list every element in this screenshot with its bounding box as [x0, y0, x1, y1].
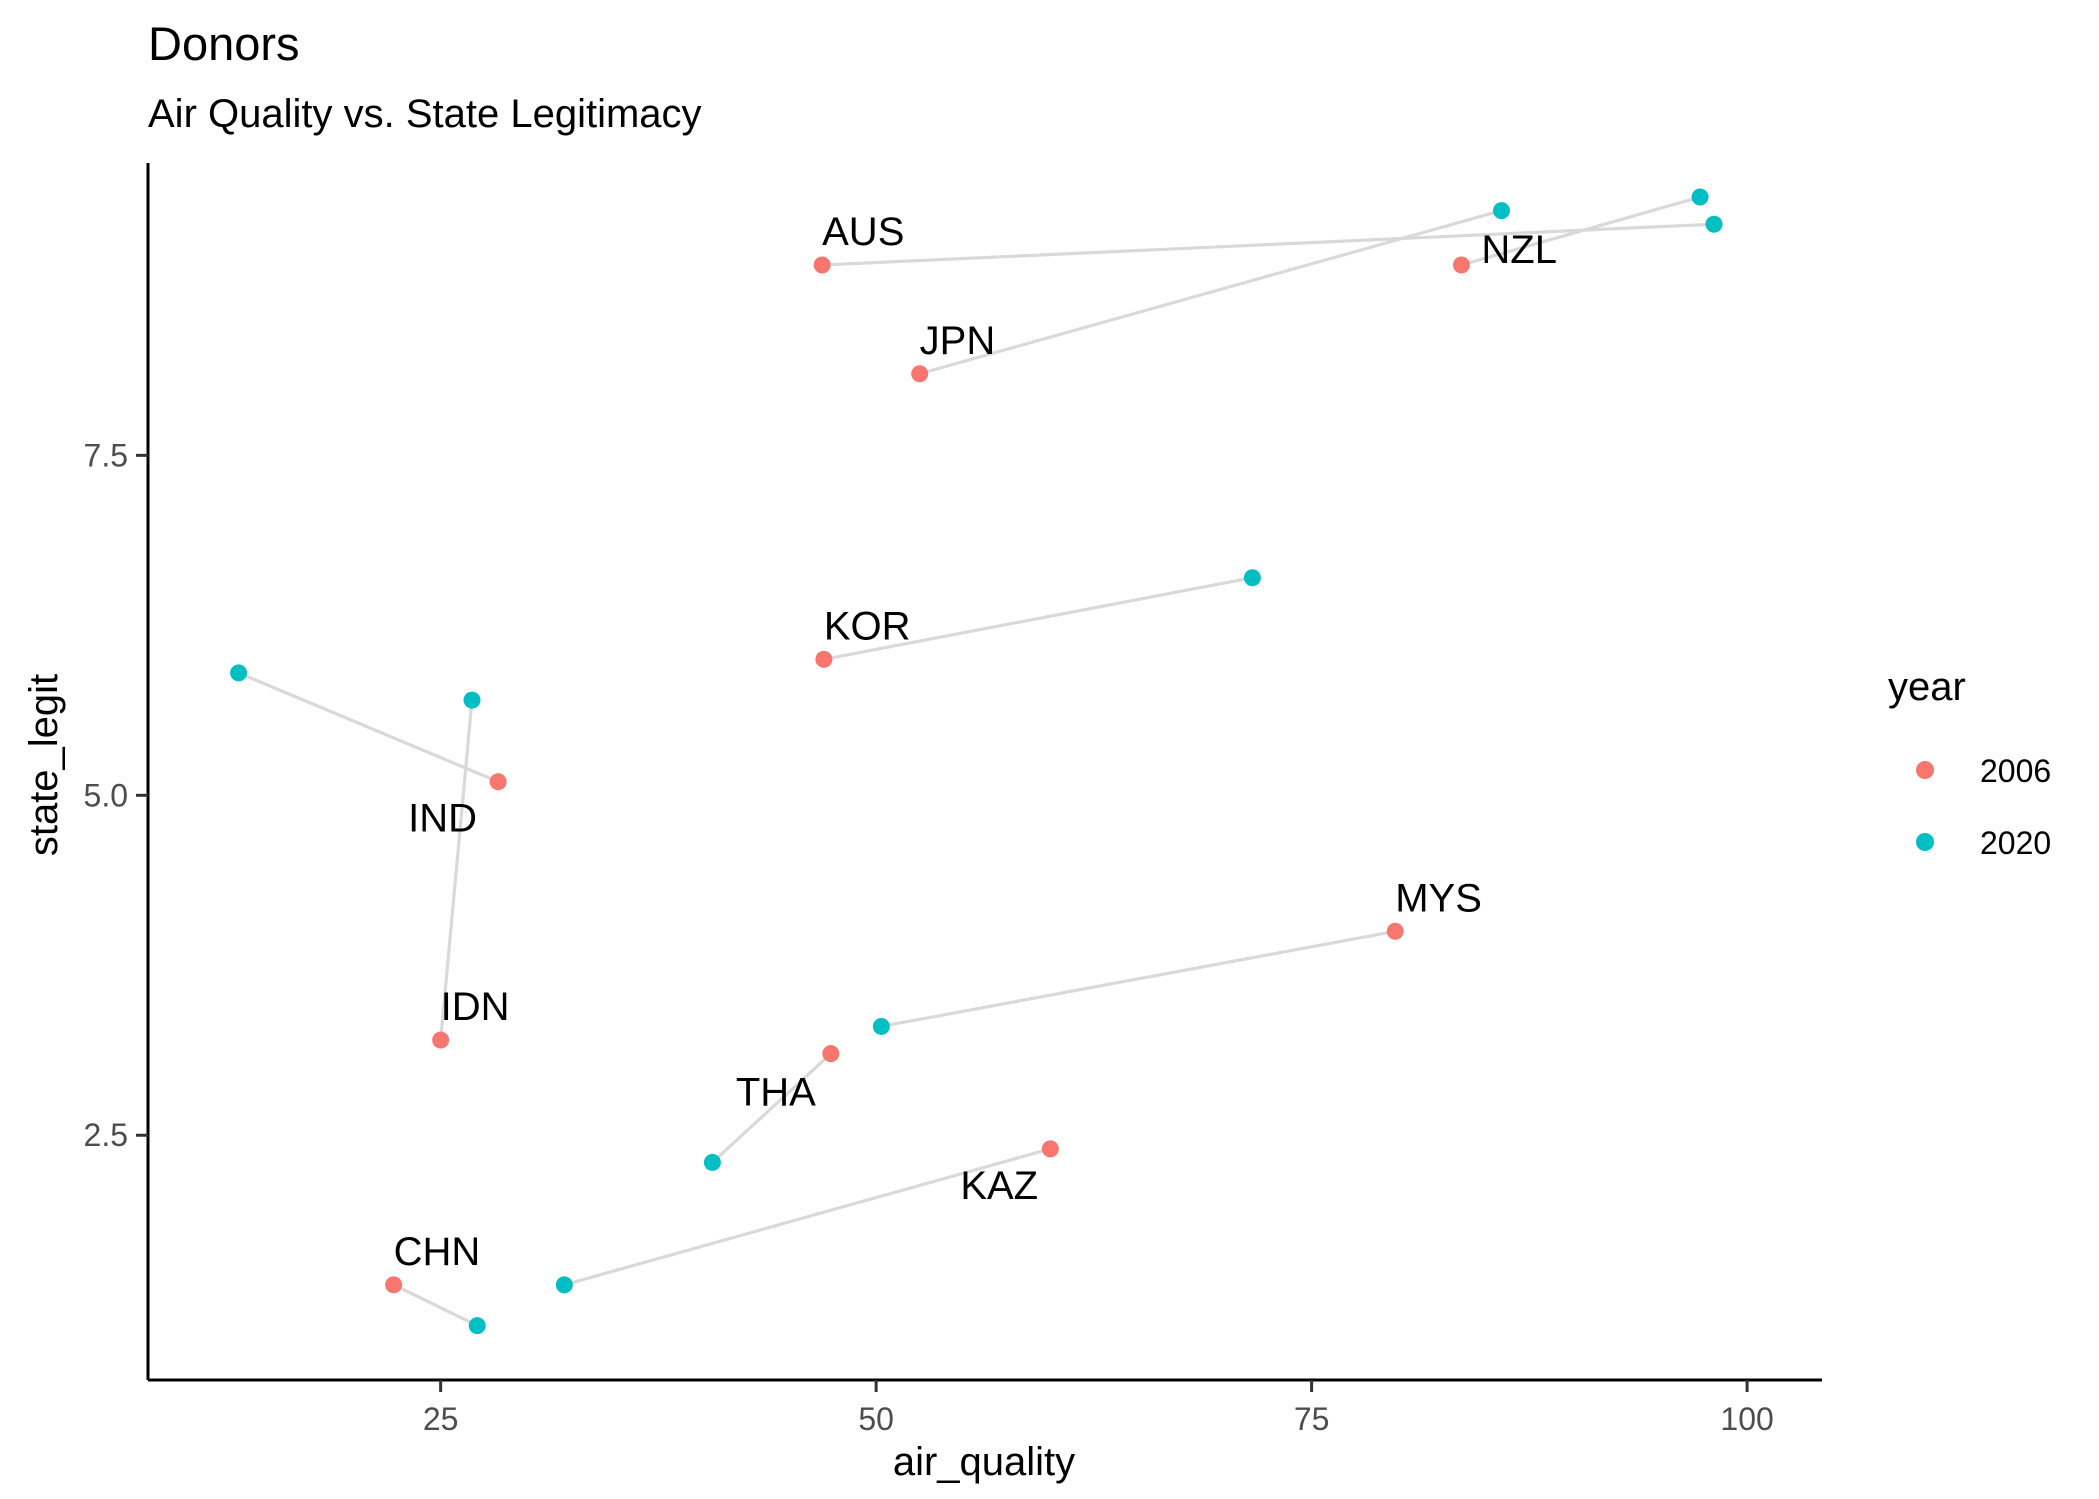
- connector-nzl: [1460, 195, 1701, 267]
- point-ind-2006: [489, 773, 507, 791]
- connector-aus: [822, 222, 1715, 267]
- label-ind: IND: [408, 797, 477, 841]
- connector-chn: [392, 1283, 478, 1328]
- legend-key-2006: [1916, 761, 1934, 779]
- x-tick-label: 100: [1720, 1401, 1773, 1437]
- point-jpn-2006: [911, 365, 929, 383]
- connector-lines: [237, 195, 1715, 1328]
- x-axis-ticks: 25 50 75 100: [423, 1380, 1774, 1437]
- connector-kaz: [563, 1147, 1051, 1287]
- legend: year 2006 2020: [1888, 665, 2051, 861]
- label-nzl: NZL: [1481, 228, 1557, 272]
- connector-kor: [823, 576, 1253, 661]
- point-nzl-2006: [1452, 256, 1470, 274]
- point-kor-2006: [815, 650, 833, 668]
- chart-subtitle: Air Quality vs. State Legitimacy: [148, 92, 702, 136]
- legend-key-2020: [1916, 833, 1934, 851]
- y-tick-label: 7.5: [84, 437, 128, 473]
- connector-idn: [439, 699, 474, 1041]
- point-idn-2020: [463, 691, 481, 709]
- label-tha: THA: [736, 1071, 816, 1115]
- x-tick-label: 75: [1294, 1401, 1330, 1437]
- data-points: [230, 188, 1723, 1335]
- connector-jpn: [919, 209, 1502, 376]
- legend-label-2020: 2020: [1980, 825, 2051, 861]
- y-tick-label: 2.5: [84, 1117, 128, 1153]
- point-kaz-2006: [1041, 1140, 1059, 1158]
- x-tick-label: 25: [423, 1401, 459, 1437]
- country-labels: AUS NZL JPN KOR IND IDN MYS THA KAZ CHN: [394, 210, 1557, 1274]
- legend-label-2006: 2006: [1980, 753, 2051, 789]
- label-aus: AUS: [822, 210, 904, 254]
- x-tick-label: 50: [858, 1401, 894, 1437]
- point-ind-2020: [230, 664, 248, 682]
- point-aus-2006: [813, 256, 831, 274]
- y-tick-label: 5.0: [84, 777, 128, 813]
- label-idn: IDN: [441, 985, 510, 1029]
- connector-tha: [711, 1052, 832, 1164]
- connector-mys: [881, 929, 1396, 1029]
- label-mys: MYS: [1395, 876, 1482, 920]
- point-kaz-2020: [555, 1276, 573, 1294]
- y-axis-title: state_legit: [22, 674, 66, 856]
- label-chn: CHN: [394, 1230, 481, 1274]
- label-jpn: JPN: [920, 319, 996, 363]
- point-chn-2020: [468, 1317, 486, 1335]
- point-kor-2020: [1243, 569, 1261, 587]
- point-tha-2020: [703, 1153, 721, 1171]
- chart-title: Donors: [148, 17, 300, 70]
- x-axis-title: air_quality: [893, 1440, 1075, 1484]
- point-tha-2006: [822, 1045, 840, 1063]
- legend-entries: 2006 2020: [1916, 753, 2051, 861]
- point-aus-2020: [1705, 215, 1723, 233]
- axes: 25 50 75 100 2.5 5.0 7.5: [84, 163, 1822, 1437]
- point-jpn-2020: [1492, 202, 1510, 220]
- label-kor: KOR: [824, 604, 911, 648]
- point-chn-2006: [385, 1276, 403, 1294]
- point-nzl-2020: [1691, 188, 1709, 206]
- point-idn-2006: [432, 1031, 450, 1049]
- y-axis-ticks: 2.5 5.0 7.5: [84, 437, 148, 1153]
- point-mys-2020: [872, 1017, 890, 1035]
- legend-title: year: [1888, 665, 1966, 709]
- point-mys-2006: [1386, 922, 1404, 940]
- label-kaz: KAZ: [960, 1164, 1038, 1208]
- connector-ind: [237, 671, 499, 784]
